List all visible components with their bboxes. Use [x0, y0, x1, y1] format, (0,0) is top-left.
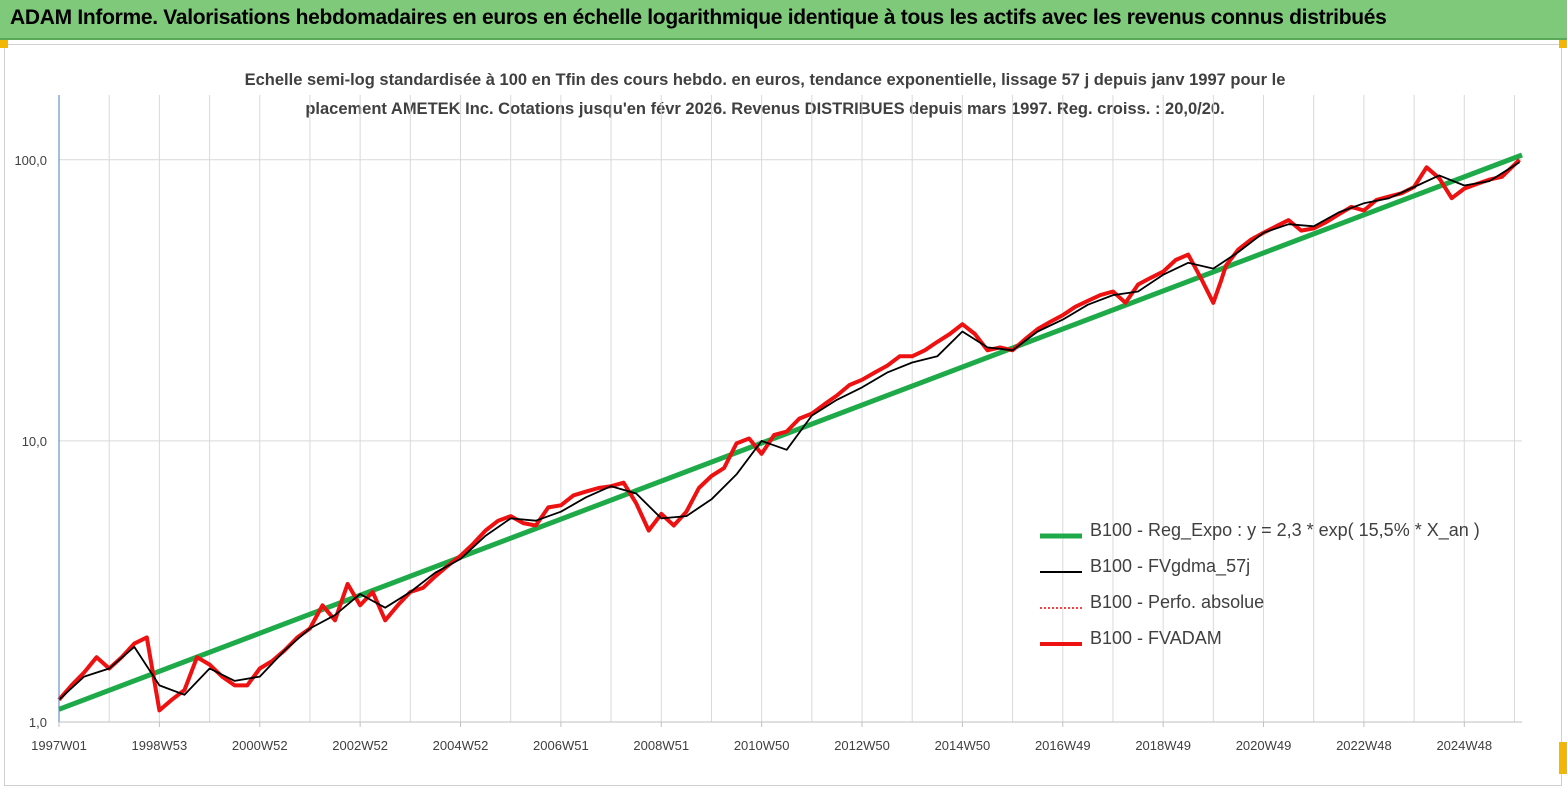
- legend-swatch-perfo: [1040, 607, 1082, 609]
- chart-frame: [4, 44, 1562, 786]
- title-banner: ADAM Informe. Valorisations hebdomadaire…: [0, 0, 1567, 40]
- legend-swatch-reg-expo: [1040, 533, 1082, 539]
- x-tick-label: 2022W48: [1336, 738, 1392, 753]
- x-tick-label: 2002W52: [332, 738, 388, 753]
- corner-marker-bottom-right: [1559, 742, 1567, 774]
- x-tick-label: 2020W49: [1236, 738, 1292, 753]
- corner-marker-top-left: [0, 40, 8, 48]
- legend-label-fvadam: B100 - FVADAM: [1090, 628, 1222, 648]
- legend-swatch-fvgdma: [1040, 571, 1082, 573]
- x-tick-label: 2004W52: [433, 738, 489, 753]
- x-tick-label: 2016W49: [1035, 738, 1091, 753]
- chart-title-line-2: placement AMETEK Inc. Cotations jusqu'en…: [305, 100, 1225, 118]
- x-axis-ticks: 1997W01 1998W53 2000W52 2002W52 2004W52 2006W…: [31, 722, 1492, 753]
- x-tick-label: 2000W52: [232, 738, 288, 753]
- x-tick-label: 1998W53: [132, 738, 188, 753]
- x-tick-label: 2024W48: [1436, 738, 1492, 753]
- x-tick-label: 1997W01: [31, 738, 87, 753]
- legend-swatch-fvadam: [1040, 642, 1082, 646]
- series-line-fvgdma: [58, 161, 1520, 701]
- x-tick-label: 2006W51: [533, 738, 589, 753]
- y-tick-label: 10,0: [22, 434, 47, 449]
- series-line-reg-expo: [58, 152, 1523, 712]
- legend-label-perfo: B100 - Perfo. absolue: [1090, 592, 1265, 612]
- corner-marker-top-right: [1559, 40, 1567, 48]
- y-axis-ticks: 1,0 10,0 100,0: [14, 153, 47, 730]
- x-tick-label: 2008W51: [633, 738, 689, 753]
- chart-title: Echelle semi-log standardisée à 100 en T…: [150, 66, 1380, 124]
- y-tick-label: 1,0: [29, 715, 47, 730]
- x-tick-label: 2018W49: [1135, 738, 1191, 753]
- banner-title: ADAM Informe. Valorisations hebdomadaire…: [10, 6, 1387, 29]
- x-tick-label: 2010W50: [734, 738, 790, 753]
- series-lines: [57, 152, 1523, 713]
- x-tick-label: 2012W50: [834, 738, 890, 753]
- x-tick-label: 2014W50: [935, 738, 991, 753]
- legend-label-reg-expo: B100 - Reg_Expo : y = 2,3 * exp( 15,5% *…: [1090, 520, 1480, 540]
- y-tick-label: 100,0: [14, 153, 47, 168]
- legend-label-fvgdma: B100 - FVgdma_57j: [1090, 556, 1251, 576]
- grid-lines: [59, 95, 1522, 723]
- chart-title-line-1: Echelle semi-log standardisée à 100 en T…: [244, 71, 1286, 89]
